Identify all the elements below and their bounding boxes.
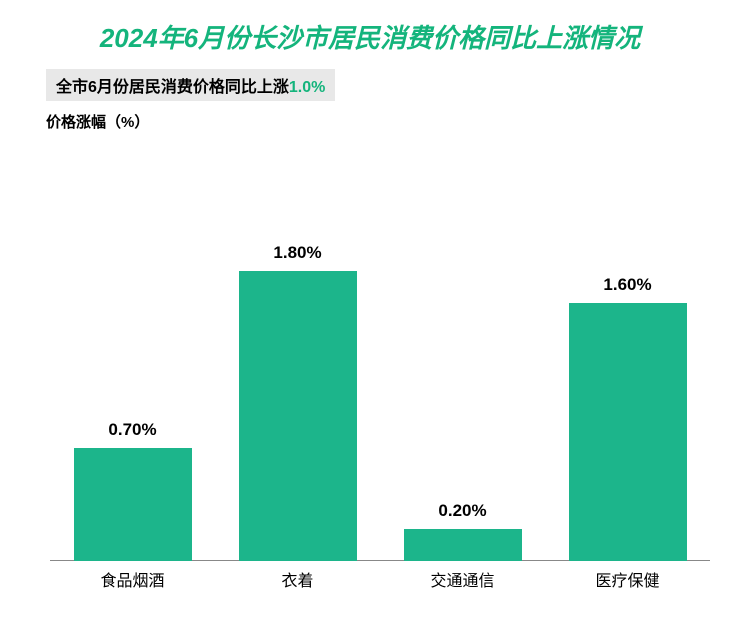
x-label-2: 交通通信 <box>430 567 494 591</box>
subtitle-value: 1.0% <box>289 79 325 97</box>
x-axis-labels: 食品烟酒 衣着 交通通信 医疗保健 <box>50 567 710 597</box>
subtitle-row: 全市6月份居民消费价格同比上涨 1.0% <box>46 69 740 101</box>
bar <box>404 529 522 561</box>
bar <box>239 271 357 561</box>
subtitle-box: 全市6月份居民消费价格同比上涨 1.0% <box>46 69 335 101</box>
bar-value-label: 1.60% <box>510 275 740 295</box>
bar-group-0: 0.70% <box>74 448 192 561</box>
bar-value-label: 1.80% <box>180 243 416 263</box>
bar <box>569 303 687 561</box>
chart-title: 2024年6月份长沙市居民消费价格同比上涨情况 <box>0 0 740 55</box>
x-label-0: 食品烟酒 <box>100 567 164 591</box>
x-label-3: 医疗保健 <box>595 567 659 591</box>
bar-group-2: 0.20% <box>404 529 522 561</box>
bar <box>74 448 192 561</box>
bar-value-label: 0.20% <box>345 501 581 521</box>
bar-value-label: 0.70% <box>15 420 251 440</box>
x-label-1: 衣着 <box>281 567 313 591</box>
bar-group-3: 1.60% <box>569 303 687 561</box>
subtitle-prefix: 全市6月份居民消费价格同比上涨 <box>56 73 289 97</box>
chart-plot-area: 0.70% 1.80% 0.20% 1.60% <box>50 150 710 561</box>
y-axis-label: 价格涨幅（%） <box>46 111 740 132</box>
bar-group-1: 1.80% <box>239 271 357 561</box>
